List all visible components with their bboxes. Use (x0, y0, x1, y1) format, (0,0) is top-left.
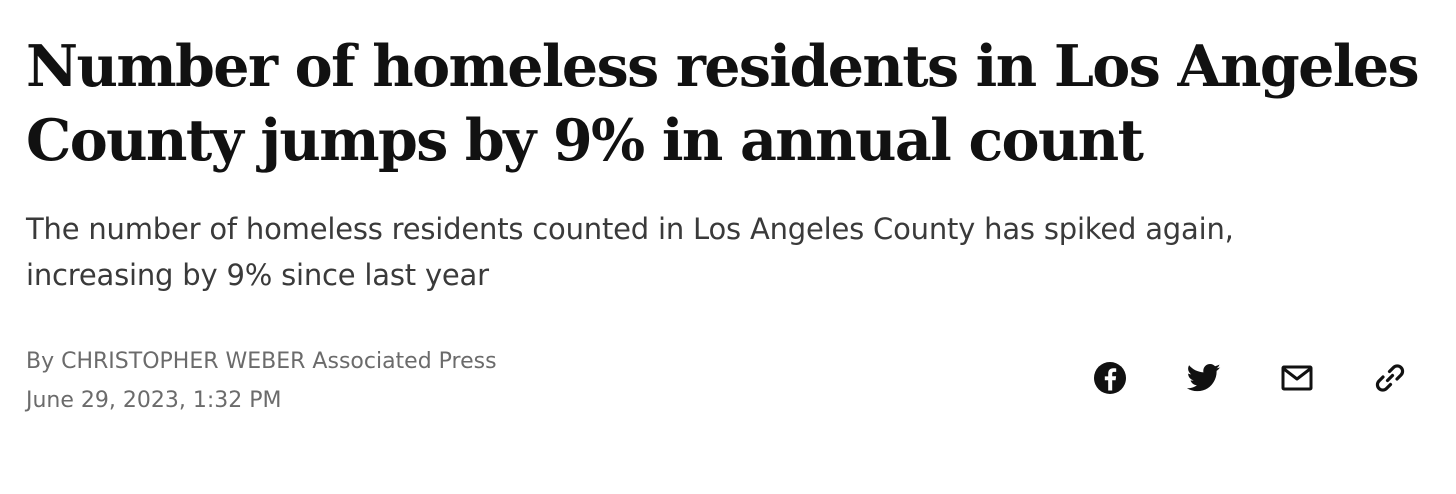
dek-line-2: increasing by 9% since last year (26, 258, 489, 292)
facebook-icon (1094, 362, 1126, 394)
link-icon (1375, 364, 1405, 392)
headline-line-2: County jumps by 9% in annual count (26, 107, 1144, 174)
publisher: Associated Press (305, 349, 497, 374)
article-subheadline: The number of homeless residents counted… (26, 206, 1406, 298)
publish-date: June 29, 2023, 1:32 PM (26, 388, 282, 413)
byline: By CHRISTOPHER WEBER Associated Press (26, 342, 497, 381)
author-link[interactable]: CHRISTOPHER WEBER (61, 349, 306, 374)
twitter-share-button[interactable] (1182, 356, 1226, 400)
byline-prefix: By (26, 349, 62, 374)
email-icon (1281, 365, 1313, 391)
copy-link-button[interactable] (1368, 356, 1412, 400)
byline-block: By CHRISTOPHER WEBER Associated Press Ju… (26, 342, 497, 420)
email-share-button[interactable] (1275, 356, 1319, 400)
share-bar (1088, 356, 1428, 400)
facebook-share-button[interactable] (1088, 356, 1132, 400)
headline-line-1: Number of homeless residents in Los Ange… (26, 33, 1420, 100)
dek-line-1: The number of homeless residents counted… (26, 212, 1234, 246)
twitter-icon (1187, 363, 1221, 392)
headline: Number of homeless residents in Los Ange… (26, 30, 1426, 178)
